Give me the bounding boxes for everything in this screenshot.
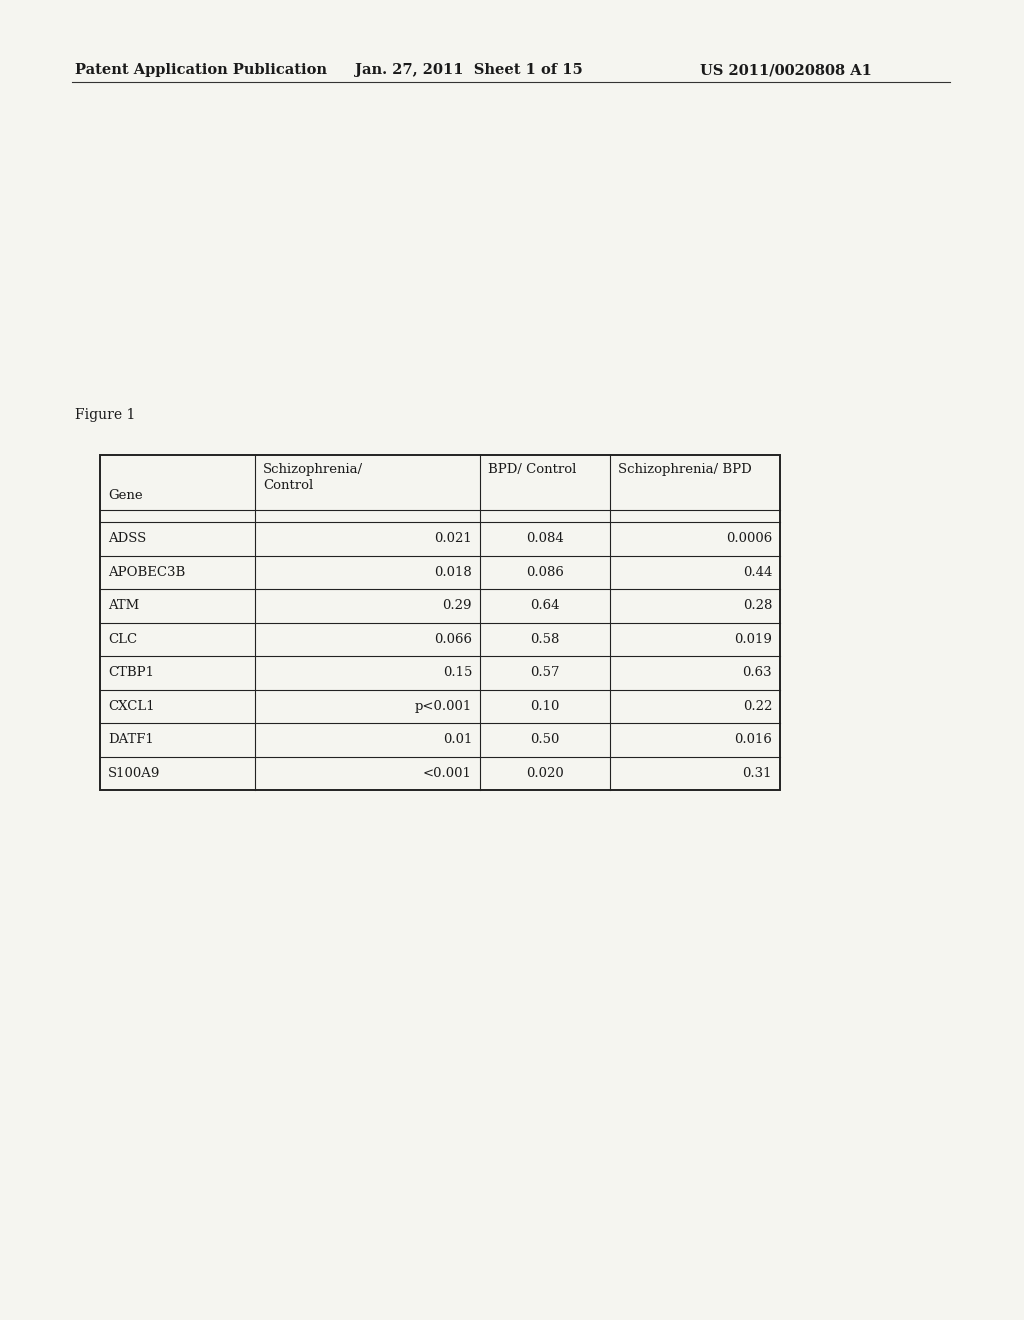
Text: 0.10: 0.10 <box>530 700 560 713</box>
Text: S100A9: S100A9 <box>108 767 161 780</box>
Text: 0.15: 0.15 <box>442 667 472 680</box>
Text: 0.086: 0.086 <box>526 566 564 578</box>
Text: 0.57: 0.57 <box>530 667 560 680</box>
Text: 0.50: 0.50 <box>530 733 560 746</box>
Text: 0.018: 0.018 <box>434 566 472 578</box>
Text: 0.01: 0.01 <box>442 733 472 746</box>
Text: 0.020: 0.020 <box>526 767 564 780</box>
Text: 0.63: 0.63 <box>742 667 772 680</box>
Text: APOBEC3B: APOBEC3B <box>108 566 185 578</box>
Text: CXCL1: CXCL1 <box>108 700 155 713</box>
Text: 0.021: 0.021 <box>434 532 472 545</box>
Text: Figure 1: Figure 1 <box>75 408 135 422</box>
Text: DATF1: DATF1 <box>108 733 154 746</box>
Text: US 2011/0020808 A1: US 2011/0020808 A1 <box>700 63 871 77</box>
Text: 0.31: 0.31 <box>742 767 772 780</box>
Text: 0.016: 0.016 <box>734 733 772 746</box>
Text: Jan. 27, 2011  Sheet 1 of 15: Jan. 27, 2011 Sheet 1 of 15 <box>355 63 583 77</box>
Text: 0.58: 0.58 <box>530 632 560 645</box>
Text: BPD/ Control: BPD/ Control <box>488 463 577 477</box>
Text: 0.28: 0.28 <box>742 599 772 612</box>
Text: 0.64: 0.64 <box>530 599 560 612</box>
Bar <box>100 455 780 789</box>
Text: ADSS: ADSS <box>108 532 146 545</box>
Text: 0.066: 0.066 <box>434 632 472 645</box>
Text: CLC: CLC <box>108 632 137 645</box>
Text: 0.084: 0.084 <box>526 532 564 545</box>
Text: p<0.001: p<0.001 <box>415 700 472 713</box>
Text: 0.22: 0.22 <box>742 700 772 713</box>
Text: Patent Application Publication: Patent Application Publication <box>75 63 327 77</box>
Text: 0.44: 0.44 <box>742 566 772 578</box>
Text: CTBP1: CTBP1 <box>108 667 154 680</box>
Text: Schizophrenia/ BPD: Schizophrenia/ BPD <box>618 463 752 477</box>
Text: 0.0006: 0.0006 <box>726 532 772 545</box>
Text: ATM: ATM <box>108 599 139 612</box>
Text: 0.29: 0.29 <box>442 599 472 612</box>
Text: Gene: Gene <box>108 488 142 502</box>
Text: Schizophrenia/
Control: Schizophrenia/ Control <box>263 463 364 492</box>
Text: <0.001: <0.001 <box>423 767 472 780</box>
Text: 0.019: 0.019 <box>734 632 772 645</box>
